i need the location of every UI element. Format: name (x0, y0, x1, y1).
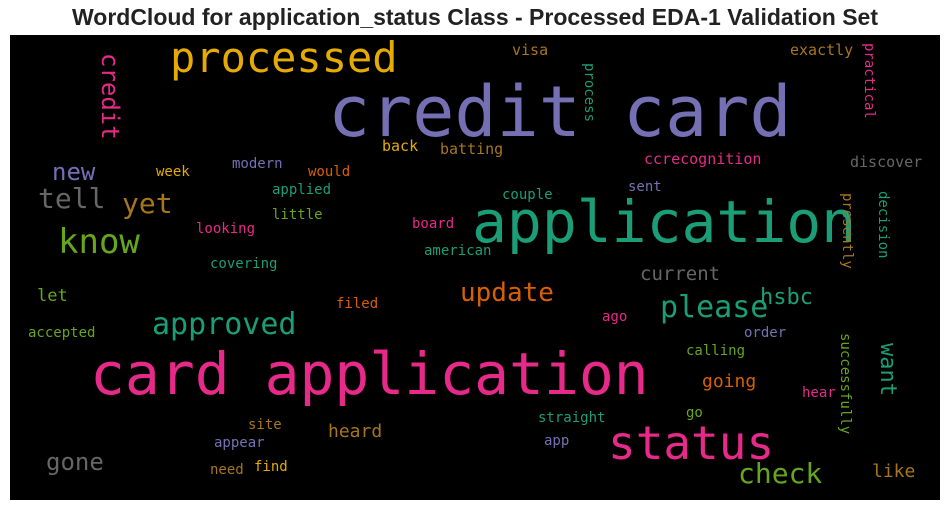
word-hsbc: hsbc (760, 287, 813, 309)
word-hear: hear (802, 386, 836, 400)
word-tell: tell (38, 185, 105, 213)
word-appear: appear (214, 436, 265, 450)
word-app: app (544, 434, 569, 448)
word-go: go (686, 406, 703, 420)
word-card-application: card application (90, 345, 649, 403)
word-approved: approved (152, 310, 297, 340)
word-yet: yet (122, 190, 173, 218)
word-gone: gone (46, 450, 104, 474)
word-order: order (744, 326, 786, 340)
word-know: know (58, 225, 140, 259)
word-applied: applied (272, 183, 331, 197)
word-board: board (412, 217, 454, 231)
word-visa: visa (512, 43, 548, 58)
word-ago: ago (602, 310, 627, 324)
chart-title: WordCloud for application_status Class -… (0, 4, 950, 31)
word-accepted: accepted (28, 326, 95, 340)
word-update: update (460, 280, 554, 306)
word-covering: covering (210, 257, 277, 271)
word-week: week (156, 165, 190, 179)
word-couple: couple (502, 188, 553, 202)
word-would: would (308, 165, 350, 179)
word-check: check (738, 460, 822, 488)
word-need: need (210, 463, 244, 477)
word-looking: looking (196, 222, 255, 236)
word-let: let (37, 288, 68, 305)
word-credit: credit (98, 53, 122, 140)
word-straight: straight (538, 411, 605, 425)
word-please: please (660, 293, 768, 323)
word-site: site (248, 418, 282, 432)
word-calling: calling (686, 344, 745, 358)
word-filed: filed (336, 297, 378, 311)
word-ccrecognition: ccrecognition (644, 152, 761, 167)
word-modern: modern (232, 157, 283, 171)
word-want: want (876, 343, 898, 396)
word-like: like (872, 463, 915, 481)
word-sent: sent (628, 180, 662, 194)
word-heard: heard (328, 423, 382, 441)
word-discover: discover (850, 155, 922, 170)
word-decision: decision (876, 191, 890, 258)
word-batting: batting (440, 142, 503, 157)
word-back: back (382, 139, 418, 154)
word-find: find (254, 460, 288, 474)
word-process: process (582, 63, 596, 122)
word-processed: processed (170, 37, 398, 79)
word-going: going (702, 373, 756, 391)
word-practical: practical (862, 43, 876, 119)
word-american: american (424, 244, 491, 258)
wordcloud-canvas: credit card card application application st… (10, 35, 940, 500)
word-presently: presently (840, 193, 854, 269)
word-little: little (272, 208, 323, 222)
word-successfully: successfully (838, 333, 852, 434)
word-new: new (52, 160, 95, 184)
word-exactly: exactly (790, 43, 853, 58)
word-current: current (640, 265, 720, 284)
